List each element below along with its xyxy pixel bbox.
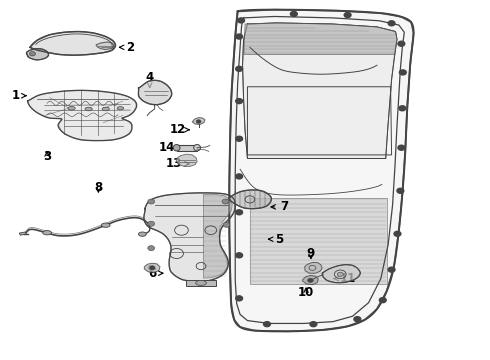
Circle shape <box>236 253 243 258</box>
Circle shape <box>310 321 317 327</box>
Text: 10: 10 <box>298 287 314 300</box>
Polygon shape <box>145 263 160 273</box>
Text: 3: 3 <box>43 150 51 163</box>
Polygon shape <box>144 193 235 281</box>
Ellipse shape <box>139 232 147 236</box>
Polygon shape <box>322 265 360 283</box>
Ellipse shape <box>68 107 75 110</box>
Ellipse shape <box>194 144 200 151</box>
Polygon shape <box>229 190 271 209</box>
Circle shape <box>148 199 155 204</box>
Text: 12: 12 <box>170 123 189 136</box>
Polygon shape <box>26 49 49 60</box>
Text: 14: 14 <box>159 141 181 154</box>
Text: 2: 2 <box>120 41 134 54</box>
Circle shape <box>308 278 314 283</box>
Text: 1: 1 <box>11 89 26 102</box>
Circle shape <box>236 174 243 179</box>
Polygon shape <box>303 275 318 285</box>
Text: 5: 5 <box>269 233 283 246</box>
Polygon shape <box>30 32 116 55</box>
Text: 6: 6 <box>148 267 163 280</box>
Polygon shape <box>243 23 397 158</box>
Polygon shape <box>244 23 397 54</box>
Ellipse shape <box>173 144 180 151</box>
Text: 13: 13 <box>166 157 189 170</box>
Text: 4: 4 <box>146 71 154 87</box>
Circle shape <box>394 231 401 236</box>
Circle shape <box>399 106 406 111</box>
Circle shape <box>388 21 395 26</box>
Ellipse shape <box>102 107 109 111</box>
Circle shape <box>397 188 404 193</box>
Circle shape <box>149 266 155 270</box>
Circle shape <box>236 296 243 301</box>
Circle shape <box>354 317 361 321</box>
Circle shape <box>399 70 406 75</box>
Circle shape <box>398 145 405 150</box>
Polygon shape <box>19 232 26 235</box>
Circle shape <box>388 267 395 272</box>
Polygon shape <box>203 194 232 278</box>
Circle shape <box>148 221 155 226</box>
Circle shape <box>236 136 243 141</box>
Circle shape <box>264 321 270 327</box>
Circle shape <box>148 265 155 270</box>
Circle shape <box>337 272 343 276</box>
Circle shape <box>236 34 243 39</box>
Text: 8: 8 <box>94 181 102 194</box>
Circle shape <box>222 199 229 204</box>
Polygon shape <box>176 145 197 150</box>
Polygon shape <box>229 10 414 331</box>
Circle shape <box>344 13 351 18</box>
Ellipse shape <box>101 223 110 227</box>
Ellipse shape <box>85 107 92 111</box>
Polygon shape <box>96 42 114 49</box>
Circle shape <box>236 210 243 215</box>
Ellipse shape <box>117 107 123 110</box>
Circle shape <box>291 12 297 17</box>
Circle shape <box>236 66 243 71</box>
Text: 7: 7 <box>271 201 288 213</box>
Ellipse shape <box>43 230 51 235</box>
Circle shape <box>196 120 201 123</box>
Circle shape <box>223 222 230 227</box>
Polygon shape <box>139 80 172 105</box>
Circle shape <box>29 51 35 56</box>
Polygon shape <box>27 90 137 140</box>
Circle shape <box>148 246 155 251</box>
Circle shape <box>379 298 386 303</box>
Polygon shape <box>192 118 205 125</box>
Text: 11: 11 <box>334 272 356 285</box>
Circle shape <box>236 99 243 104</box>
Polygon shape <box>186 280 216 286</box>
Circle shape <box>238 18 245 23</box>
Polygon shape <box>305 262 322 273</box>
Text: 9: 9 <box>307 247 315 260</box>
Polygon shape <box>250 198 387 284</box>
Ellipse shape <box>196 280 206 285</box>
Circle shape <box>398 41 405 46</box>
Polygon shape <box>176 154 197 166</box>
